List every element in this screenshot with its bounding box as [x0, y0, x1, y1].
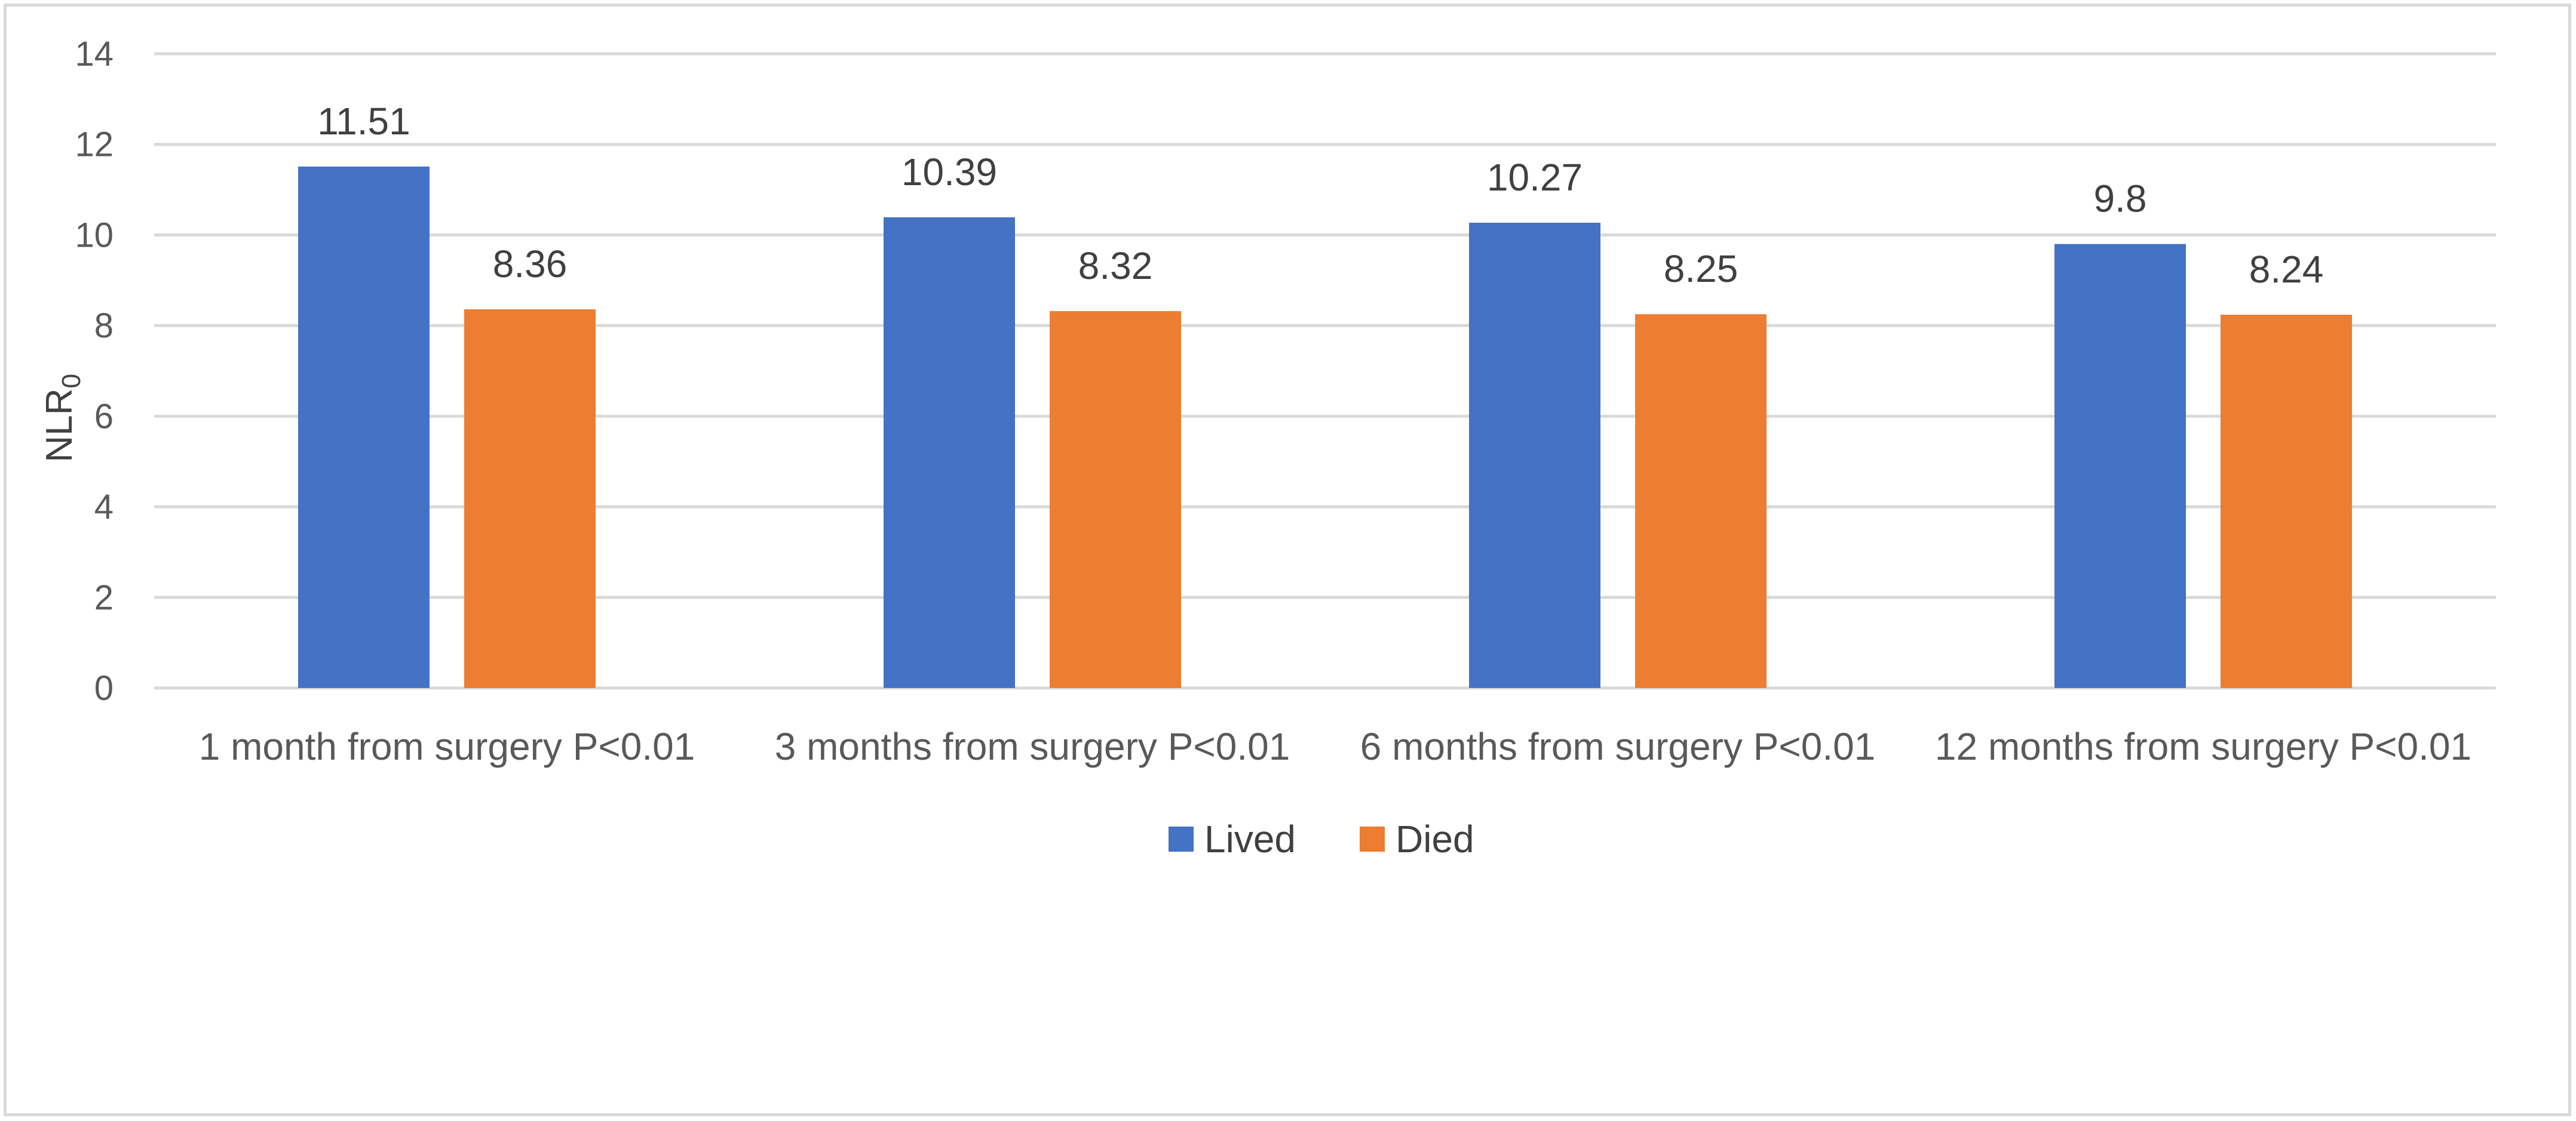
y-tick-label: 4: [94, 488, 114, 527]
bar-lived: [1469, 222, 1600, 688]
y-tick-label: 12: [75, 125, 114, 164]
data-labels: 11.51 8.36 10.39 8.32 10.27 8.25 9.8 8.24: [317, 100, 2323, 291]
x-axis-categories: 1 month from surgery P<0.01 3 months from…: [199, 725, 2471, 768]
y-axis-title-main: NLR: [39, 388, 80, 462]
y-tick-label: 6: [94, 397, 114, 436]
bars: [298, 166, 2352, 689]
data-label: 8.36: [493, 242, 568, 285]
y-axis-title: NLR0: [39, 374, 86, 463]
data-label: 10.39: [901, 151, 997, 194]
bar-died: [2221, 314, 2352, 688]
y-tick-label: 8: [94, 306, 114, 345]
bar-died: [1050, 311, 1181, 688]
y-tick-label: 10: [75, 216, 114, 254]
y-tick-label: 0: [94, 669, 114, 708]
data-label: 8.24: [2249, 248, 2324, 291]
legend-label-lived: Lived: [1204, 818, 1296, 861]
category-label: 12 months from surgery P<0.01: [1935, 725, 2471, 768]
legend: Lived Died: [1169, 818, 1474, 861]
bar-died: [464, 309, 596, 688]
legend-swatch-lived: [1169, 827, 1194, 852]
bar-lived: [2054, 244, 2186, 689]
data-label: 8.32: [1078, 244, 1153, 287]
category-label: 6 months from surgery P<0.01: [1360, 725, 1876, 768]
y-axis-title-subscript: 0: [57, 374, 86, 388]
data-label: 9.8: [2094, 177, 2147, 220]
data-label: 11.51: [317, 100, 410, 143]
y-tick-label: 2: [94, 578, 114, 617]
bar-lived: [884, 217, 1015, 688]
y-tick-label: 14: [75, 35, 114, 73]
bar-lived: [298, 166, 430, 688]
category-label: 1 month from surgery P<0.01: [199, 725, 695, 768]
data-label: 8.25: [1664, 247, 1738, 290]
legend-swatch-died: [1360, 827, 1385, 852]
data-label: 10.27: [1487, 156, 1583, 199]
bar-died: [1635, 314, 1767, 688]
category-label: 3 months from surgery P<0.01: [775, 725, 1290, 768]
y-axis-ticks: 0 2 4 6 8 10 12 14: [75, 35, 114, 708]
legend-label-died: Died: [1396, 818, 1474, 861]
